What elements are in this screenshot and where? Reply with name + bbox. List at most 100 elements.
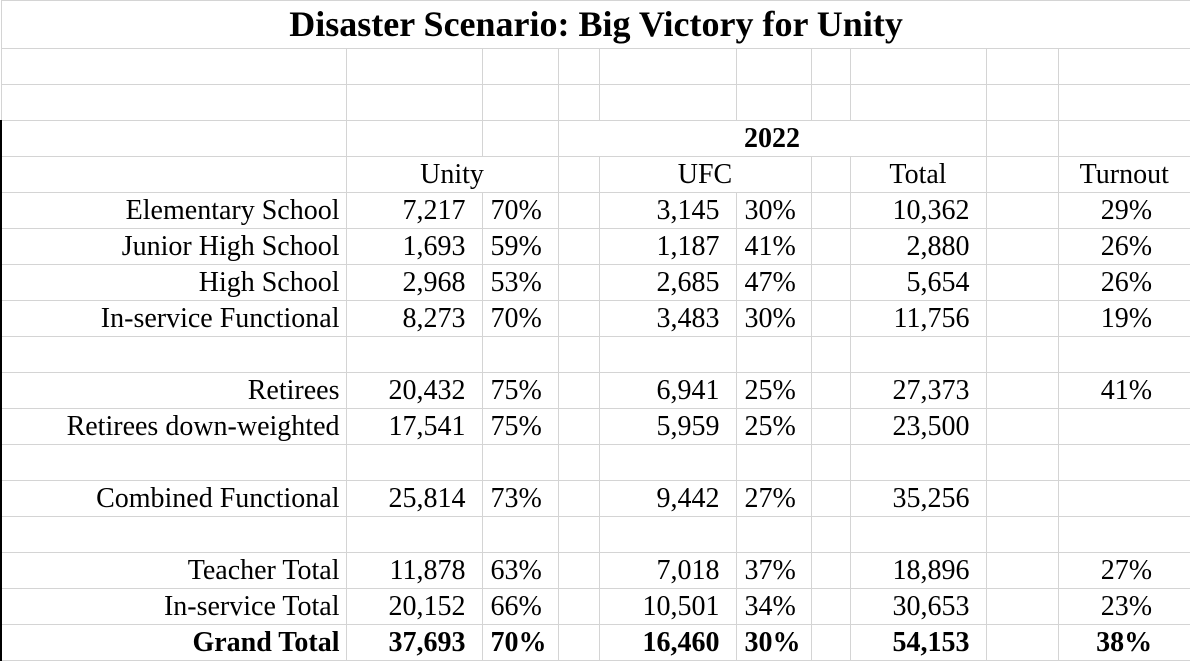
unity-count: 20,432 [345, 372, 483, 409]
empty-cell [1057, 336, 1190, 373]
empty-cell [985, 300, 1059, 337]
empty-cell [598, 84, 737, 121]
empty-cell [735, 336, 812, 373]
empty-cell [735, 444, 812, 481]
empty-cell [557, 444, 600, 481]
empty-cell [557, 408, 600, 445]
ufc-count: 3,145 [598, 192, 737, 229]
column-header: UFC [598, 156, 812, 193]
unity-count: 20,152 [345, 588, 483, 625]
ufc-percent: 27% [735, 480, 812, 517]
year-row: 2022 [0, 120, 1190, 157]
unity-count: 11,878 [345, 552, 483, 589]
empty-cell [985, 192, 1059, 229]
data-row: Teacher Total 11,878 63% 7,018 37% 18,896 27% [0, 552, 1190, 589]
ufc-percent: 34% [735, 588, 812, 625]
turnout-percent: 19% [1057, 300, 1190, 337]
ufc-count: 6,941 [598, 372, 737, 409]
ufc-percent: 30% [735, 624, 812, 661]
ufc-count: 10,501 [598, 588, 737, 625]
empty-cell [481, 84, 559, 121]
blank-row [0, 516, 1190, 553]
unity-percent: 70% [481, 300, 559, 337]
ufc-percent: 37% [735, 552, 812, 589]
total-count: 23,500 [849, 408, 987, 445]
empty-cell [985, 120, 1059, 157]
turnout-percent: 26% [1057, 228, 1190, 265]
row-label: Grand Total [0, 624, 347, 661]
turnout-percent: 29% [1057, 192, 1190, 229]
empty-cell [557, 192, 600, 229]
empty-cell [0, 156, 347, 193]
empty-cell [0, 516, 347, 553]
total-count: 54,153 [849, 624, 987, 661]
title-row: Disaster Scenario: Big Victory for Unity [0, 0, 1190, 49]
ufc-count: 1,187 [598, 228, 737, 265]
ufc-count: 2,685 [598, 264, 737, 301]
empty-cell [557, 480, 600, 517]
empty-cell [849, 84, 987, 121]
empty-cell [598, 336, 737, 373]
header-row: Unity UFC Total Turnout [0, 156, 1190, 193]
empty-cell [810, 192, 851, 229]
data-row: In-service Total 20,152 66% 10,501 34% 30,653… [0, 588, 1190, 625]
empty-cell [345, 516, 483, 553]
year-header: 2022 [557, 120, 987, 157]
data-row: Elementary School 7,217 70% 3,145 30% 10,362 2… [0, 192, 1190, 229]
empty-cell [810, 624, 851, 661]
empty-cell [985, 336, 1059, 373]
total-count: 2,880 [849, 228, 987, 265]
empty-cell [557, 228, 600, 265]
empty-cell [810, 516, 851, 553]
blank-row [0, 48, 1190, 85]
empty-cell [849, 48, 987, 85]
ufc-percent: 25% [735, 408, 812, 445]
empty-cell [985, 516, 1059, 553]
ufc-count: 9,442 [598, 480, 737, 517]
unity-percent: 75% [481, 408, 559, 445]
empty-cell [345, 444, 483, 481]
turnout-percent: 38% [1057, 624, 1190, 661]
empty-cell [557, 624, 600, 661]
empty-cell [810, 336, 851, 373]
empty-cell [345, 336, 483, 373]
empty-cell [985, 408, 1059, 445]
empty-cell [0, 84, 347, 121]
total-count: 27,373 [849, 372, 987, 409]
empty-cell [598, 444, 737, 481]
data-row: Retirees down-weighted 17,541 75% 5,959 25% 2… [0, 408, 1190, 445]
empty-cell [985, 444, 1059, 481]
empty-cell [0, 336, 347, 373]
unity-percent: 63% [481, 552, 559, 589]
empty-cell [985, 48, 1059, 85]
empty-cell [0, 120, 347, 157]
ufc-percent: 30% [735, 300, 812, 337]
unity-percent: 53% [481, 264, 559, 301]
empty-cell [557, 264, 600, 301]
sheet-title: Disaster Scenario: Big Victory for Unity [0, 0, 1190, 49]
turnout-percent: 41% [1057, 372, 1190, 409]
total-count: 5,654 [849, 264, 987, 301]
empty-cell [985, 624, 1059, 661]
empty-cell [557, 156, 600, 193]
empty-cell [557, 552, 600, 589]
empty-cell [810, 84, 851, 121]
unity-percent: 70% [481, 192, 559, 229]
row-label: Teacher Total [0, 552, 347, 589]
unity-count: 17,541 [345, 408, 483, 445]
unity-percent: 70% [481, 624, 559, 661]
empty-cell [598, 516, 737, 553]
empty-cell [557, 84, 600, 121]
empty-cell [1057, 120, 1190, 157]
blank-row [0, 444, 1190, 481]
data-row: Combined Functional 25,814 73% 9,442 27% 35,2… [0, 480, 1190, 517]
total-count: 11,756 [849, 300, 987, 337]
empty-cell [598, 48, 737, 85]
row-label: In-service Total [0, 588, 347, 625]
empty-cell [849, 516, 987, 553]
empty-cell [557, 336, 600, 373]
empty-cell [0, 48, 347, 85]
ufc-count: 5,959 [598, 408, 737, 445]
total-count: 18,896 [849, 552, 987, 589]
empty-cell [481, 120, 559, 157]
